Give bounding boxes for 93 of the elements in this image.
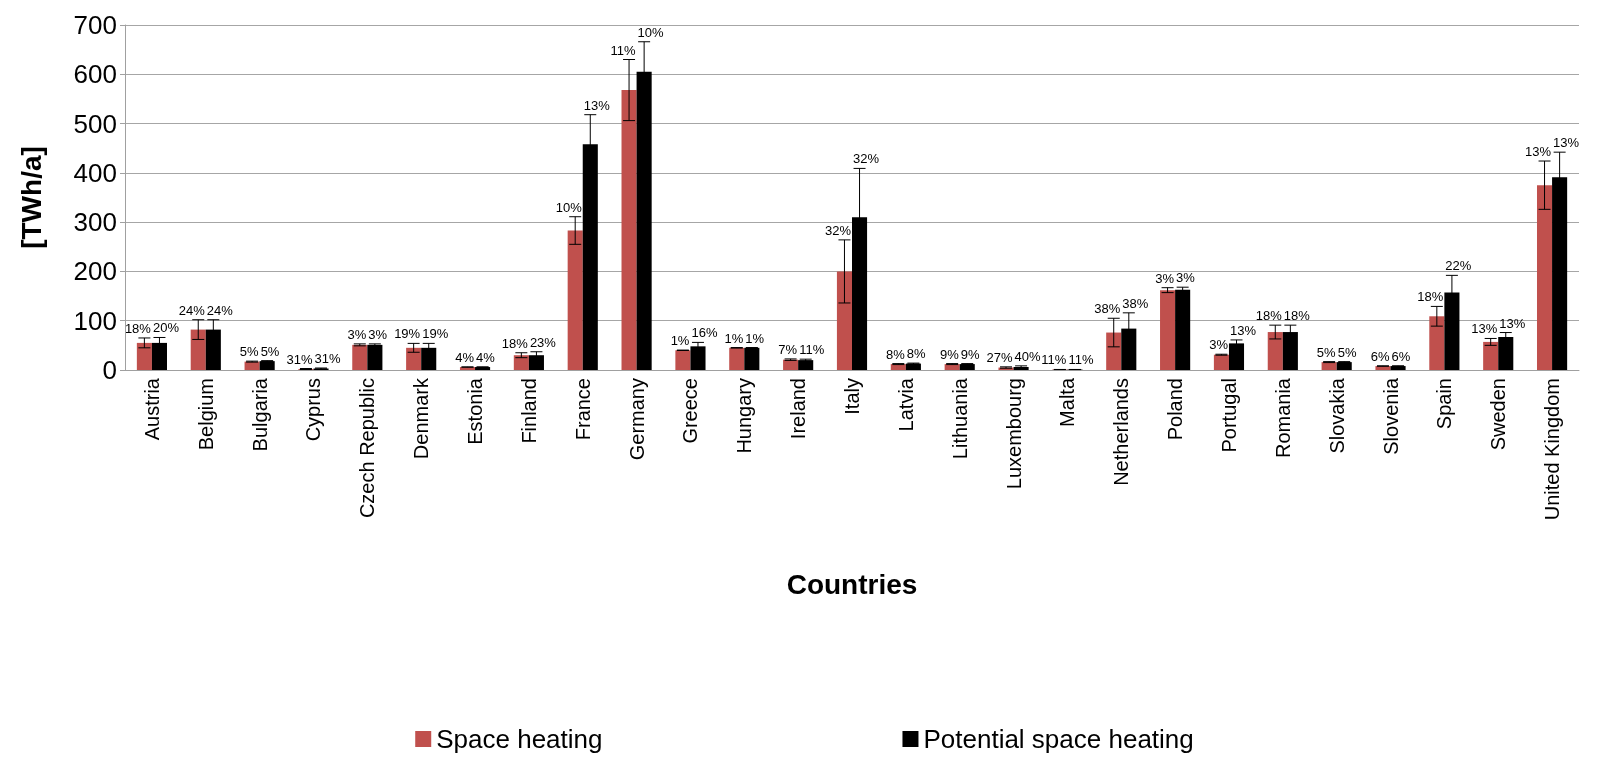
annotation: 10% <box>555 199 583 215</box>
annotation: 1% <box>670 333 690 349</box>
x-tick-label: Hungary <box>733 378 756 454</box>
y-tick-label: 600 <box>73 59 117 90</box>
annotation: 18% <box>1255 308 1283 324</box>
annotation: 16% <box>691 325 718 341</box>
annotation: 13% <box>1229 322 1257 338</box>
annotation: 13% <box>583 97 611 113</box>
annotation: 6% <box>1370 348 1390 364</box>
x-tick-label: Slovakia <box>1325 377 1348 454</box>
annotation: 32% <box>824 222 852 238</box>
annotation: 5% <box>260 343 280 359</box>
annotation: 5% <box>239 344 260 360</box>
annotation: 4% <box>476 349 496 365</box>
annotation: 18% <box>1417 289 1444 305</box>
x-tick-label: Latvia <box>894 377 917 432</box>
annotation: 38% <box>1094 301 1121 317</box>
annotation: 19% <box>422 326 449 342</box>
annotation: 38% <box>1122 295 1149 311</box>
x-tick-label: Netherlands <box>1110 378 1133 486</box>
annotation: 13% <box>1471 321 1498 337</box>
annotation: 23% <box>529 334 557 350</box>
annotation: 5% <box>1337 344 1357 360</box>
x-tick-label: Ireland <box>787 378 810 440</box>
x-tick-label: United Kingdom <box>1541 378 1564 521</box>
x-axis-title: Countries <box>786 568 918 600</box>
x-tick-label: Belgium <box>194 378 217 451</box>
x-tick-label: Italy <box>841 378 863 415</box>
annotation: 11% <box>1041 352 1067 368</box>
y-axis-title: [TWh/a] <box>15 146 47 249</box>
x-tick-label: Germany <box>625 378 648 461</box>
annotation: 4% <box>455 349 475 365</box>
annotation: 7% <box>778 341 798 357</box>
x-tick-label: Poland <box>1164 378 1187 441</box>
annotation: 31% <box>314 351 341 367</box>
annotation: 1% <box>724 330 744 346</box>
annotation: 31% <box>286 351 313 367</box>
x-tick-label: Spain <box>1433 378 1456 430</box>
y-tick-label: 0 <box>102 355 117 385</box>
annotation: 18% <box>124 320 152 336</box>
x-tick-label: Luxembourg <box>1002 378 1025 490</box>
y-tick-label: 400 <box>73 157 117 188</box>
annotation: 3% <box>1209 337 1229 353</box>
legend-label: Space heating <box>436 724 603 754</box>
x-tick-label: Estonia <box>464 377 487 445</box>
x-tick-label: Portugal <box>1217 378 1240 453</box>
annotation: 13% <box>1553 135 1580 151</box>
x-tick-label: France <box>571 378 594 441</box>
x-tick-label: Denmark <box>410 377 433 460</box>
y-tick-label: 200 <box>73 256 117 287</box>
annotation: 19% <box>394 326 421 342</box>
x-tick-label: Bulgaria <box>248 377 271 452</box>
x-tick-label: Austria <box>140 377 163 441</box>
annotation: 11% <box>610 42 637 58</box>
y-tick-label: 500 <box>73 108 117 139</box>
annotation: 22% <box>1445 258 1472 274</box>
x-tick-label: Greece <box>679 378 702 444</box>
annotation: 27% <box>986 349 1013 365</box>
legend-label: Potential space heating <box>923 724 1194 754</box>
annotation: 24% <box>206 302 234 318</box>
x-tick-label: Czech Republic <box>356 378 379 519</box>
x-tick-label: Lithuania <box>948 377 971 460</box>
annotation: 40% <box>1014 348 1042 364</box>
annotation: 11% <box>1068 352 1094 368</box>
annotation: 6% <box>1391 348 1411 364</box>
x-tick-label: Finland <box>517 378 540 444</box>
annotation: 3% <box>347 326 367 342</box>
annotation: 3% <box>1155 270 1175 286</box>
x-tick-label: Malta <box>1056 377 1079 427</box>
x-tick-label: Cyprus <box>302 378 325 442</box>
annotation: 1% <box>745 330 765 346</box>
x-tick-label: Sweden <box>1487 378 1510 451</box>
annotation: 8% <box>906 346 927 362</box>
annotation: 3% <box>368 326 388 342</box>
annotation: 9% <box>960 346 980 362</box>
y-tick-label: 100 <box>73 305 117 336</box>
x-tick-label: Romania <box>1271 377 1294 459</box>
y-tick-label: 300 <box>73 207 117 238</box>
annotation: 13% <box>1499 315 1526 331</box>
annotation: 11% <box>799 342 825 358</box>
annotation: 8% <box>886 346 906 362</box>
y-tick-label: 700 <box>73 10 117 40</box>
annotation: 32% <box>853 151 880 167</box>
annotation: 13% <box>1525 144 1552 160</box>
x-tick-label: Slovenia <box>1379 377 1402 455</box>
annotation: 24% <box>178 302 206 318</box>
annotation: 18% <box>1283 308 1311 324</box>
annotation: 10% <box>637 24 665 40</box>
annotation: 20% <box>152 320 180 336</box>
annotation: 3% <box>1176 270 1196 286</box>
annotation: 9% <box>939 346 960 362</box>
annotation: 18% <box>501 335 529 351</box>
annotation: 5% <box>1316 344 1337 360</box>
